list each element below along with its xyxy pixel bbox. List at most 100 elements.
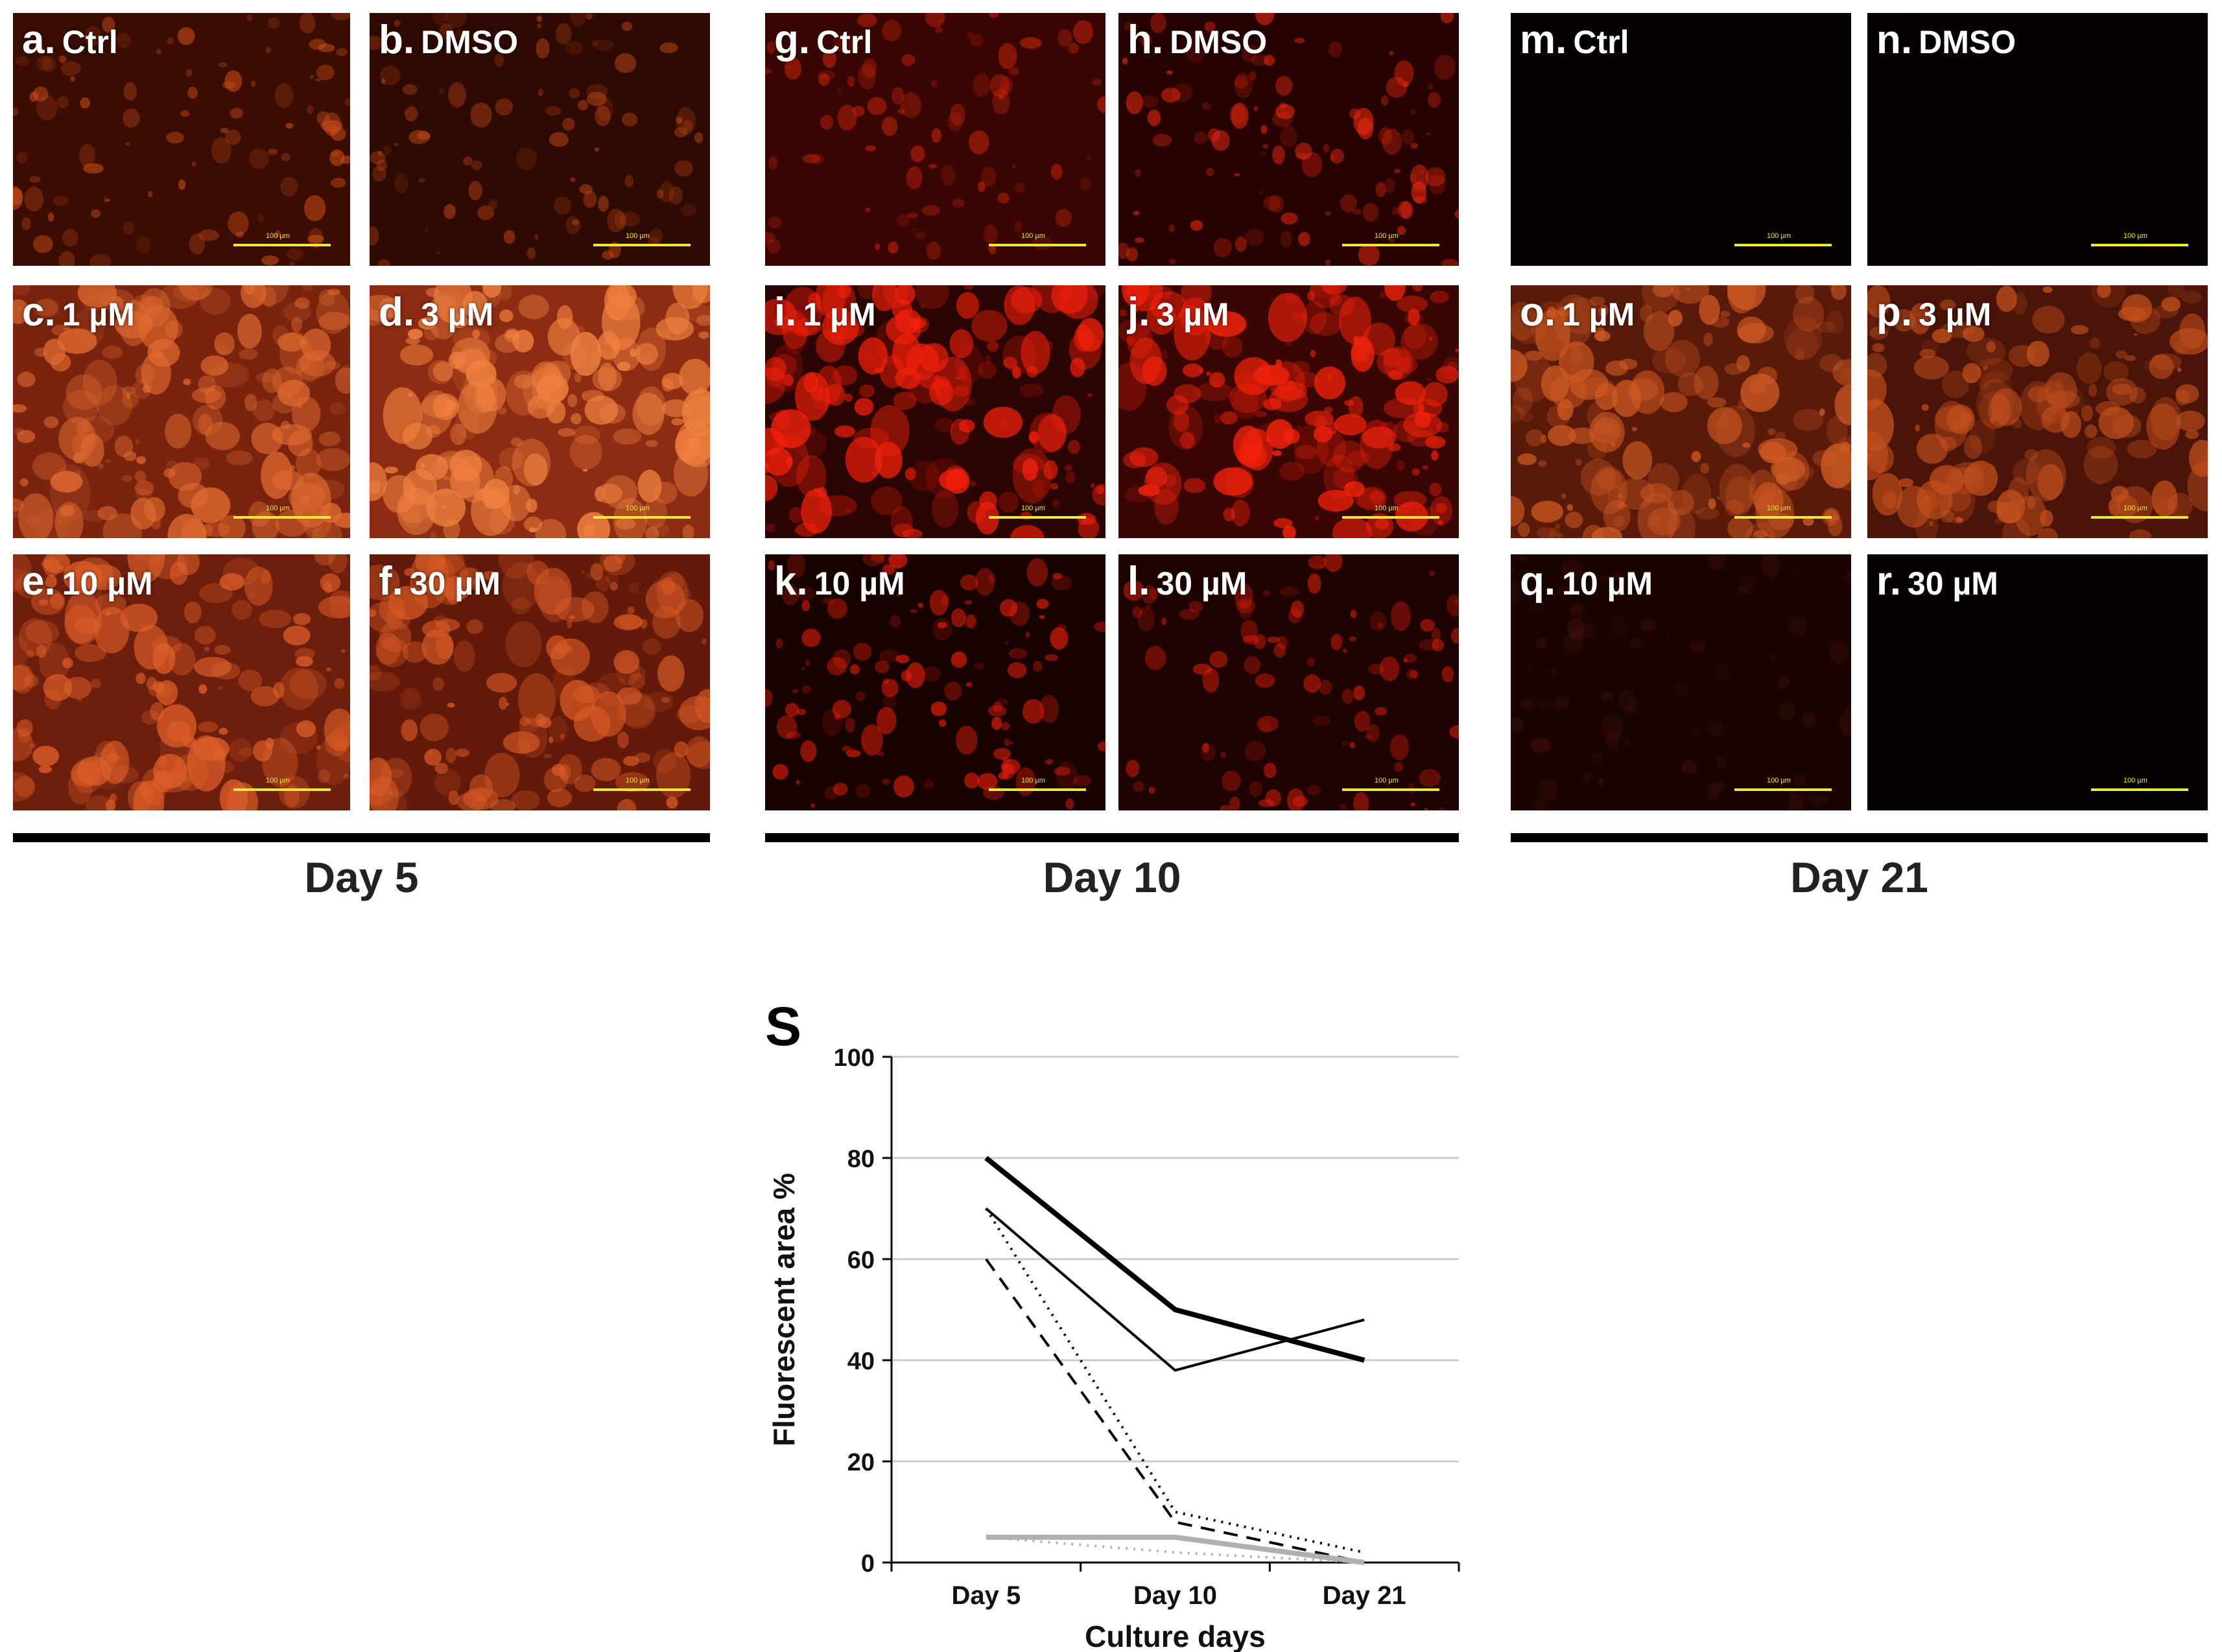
day-divider-rule	[765, 833, 1459, 842]
micrograph-panel-m: m. Ctrl 100 µm	[1511, 13, 1851, 266]
micrograph-panel-a: a. Ctrl 100 µm	[13, 13, 350, 266]
fluorescence-texture	[765, 13, 1105, 260]
scale-bar-label: 100 µm	[1021, 777, 1045, 785]
micrograph-panel-q: q. 10 µM 100 µm	[1511, 554, 1851, 810]
fluorescence-texture	[13, 13, 350, 266]
micrograph-panel-b: b. DMSO 100 µm	[370, 13, 710, 266]
panel-letter: f.	[379, 559, 403, 604]
micrograph-panel-o: o. 1 µM 100 µm	[1511, 285, 1851, 538]
panel-condition: 10 µM	[1562, 565, 1653, 602]
scale-bar	[2091, 244, 2188, 246]
micrograph-panel-c: c. 1 µM 100 µm	[13, 285, 350, 538]
fluorescence-texture	[370, 13, 703, 266]
panel-condition: 1 µM	[803, 296, 876, 333]
panel-label: i. 1 µM	[774, 289, 876, 335]
scale-bar-label: 100 µm	[266, 232, 290, 240]
x-tick-label: Day 10	[1133, 1581, 1217, 1610]
panel-letter: n.	[1876, 18, 1913, 62]
scale-bar-label: 100 µm	[1767, 232, 1791, 240]
fluorescence-texture	[370, 554, 710, 810]
scale-bar	[1342, 244, 1439, 246]
panel-condition: Ctrl	[816, 24, 873, 60]
fluorescence-texture	[1511, 554, 1851, 810]
panel-label: k. 10 µM	[774, 558, 905, 604]
panel-letter: p.	[1876, 290, 1913, 335]
panel-condition: DMSO	[1170, 24, 1268, 60]
day-label: Day 5	[304, 853, 419, 901]
scale-bar-label: 100 µm	[2123, 504, 2147, 512]
panel-letter: a.	[22, 18, 56, 62]
scale-bar	[233, 516, 331, 519]
y-tick-label: 100	[834, 1044, 875, 1072]
scale-bar-label: 100 µm	[266, 504, 290, 512]
scale-bar	[2091, 788, 2188, 791]
panel-label: g. Ctrl	[774, 17, 872, 63]
scale-bar-label: 100 µm	[626, 777, 650, 785]
panel-letter: m.	[1520, 18, 1567, 62]
panel-condition: 1 µM	[62, 296, 135, 333]
panel-letter: q.	[1520, 559, 1556, 604]
micrograph-panel-n: n. DMSO 100 µm	[1867, 13, 2208, 266]
x-tick-label: Day 5	[951, 1581, 1021, 1610]
panel-letter: c.	[22, 290, 56, 335]
fluorescence-texture	[1867, 285, 2208, 538]
scale-bar	[593, 244, 691, 246]
micrograph-panel-k: k. 10 µM 100 µm	[765, 554, 1105, 810]
scale-bar-label: 100 µm	[626, 232, 650, 240]
day-label: Day 21	[1790, 853, 1928, 901]
panel-condition: 10 µM	[62, 565, 153, 602]
panel-letter: h.	[1128, 18, 1164, 62]
scale-bar	[1734, 516, 1832, 519]
scale-bar	[233, 788, 331, 791]
scale-bar	[593, 788, 691, 791]
fluorescence-texture	[1123, 554, 1459, 810]
panel-condition: 3 µM	[1919, 296, 1992, 333]
panel-condition: Ctrl	[1573, 24, 1629, 60]
panel-label: n. DMSO	[1876, 17, 2016, 63]
panel-label: m. Ctrl	[1520, 17, 1629, 63]
series-line-2	[985, 1207, 1365, 1372]
chart-panel-letter: S	[765, 996, 801, 1057]
series-line-1	[984, 1155, 1365, 1363]
micrograph-panel-r: r. 30 µM 100 µm	[1867, 554, 2208, 810]
panel-letter: l.	[1128, 559, 1150, 604]
scale-bar-label: 100 µm	[1021, 232, 1045, 240]
fluorescence-texture	[1118, 13, 1459, 266]
panel-label: h. DMSO	[1128, 17, 1267, 63]
panel-condition: Ctrl	[62, 24, 118, 60]
panel-condition: DMSO	[1919, 24, 2016, 60]
fluorescence-texture	[1867, 13, 2198, 266]
panel-label: a. Ctrl	[22, 17, 118, 63]
micrograph-panel-g: g. Ctrl 100 µm	[765, 13, 1105, 266]
scale-bar-label: 100 µm	[266, 777, 290, 785]
panel-label: c. 1 µM	[22, 289, 135, 335]
panel-letter: b.	[379, 18, 415, 62]
y-tick-label: 20	[847, 1449, 875, 1476]
panel-label: f. 30 µM	[379, 558, 501, 604]
micrograph-panel-j: j. 3 µM 100 µm	[1118, 285, 1459, 538]
y-tick-label: 80	[847, 1146, 875, 1173]
scale-bar	[1342, 516, 1439, 519]
fluorescence-texture	[1511, 285, 1851, 538]
panel-label: b. DMSO	[379, 17, 518, 63]
panel-letter: r.	[1876, 559, 1901, 604]
panel-condition: 30 µM	[409, 565, 501, 602]
panel-condition: 3 µM	[1156, 296, 1229, 333]
series-line-3	[985, 1207, 1365, 1554]
micrograph-panel-p: p. 3 µM 100 µm	[1867, 285, 2208, 538]
day-divider-rule	[13, 833, 710, 842]
panel-condition: 30 µM	[1156, 565, 1247, 602]
series-line-6	[986, 1536, 1365, 1564]
scale-bar-label: 100 µm	[1767, 504, 1791, 512]
panel-condition: 3 µM	[421, 296, 494, 333]
micrograph-panel-i: i. 1 µM 100 µm	[765, 285, 1105, 538]
scale-bar-label: 100 µm	[1021, 504, 1045, 512]
panel-label: q. 10 µM	[1520, 558, 1653, 604]
scale-bar-label: 100 µm	[1375, 504, 1399, 512]
fluorescence-texture	[370, 285, 710, 538]
scale-bar-label: 100 µm	[626, 504, 650, 512]
scale-bar	[989, 516, 1086, 519]
scale-bar	[989, 788, 1086, 791]
scale-bar-label: 100 µm	[2123, 777, 2147, 785]
